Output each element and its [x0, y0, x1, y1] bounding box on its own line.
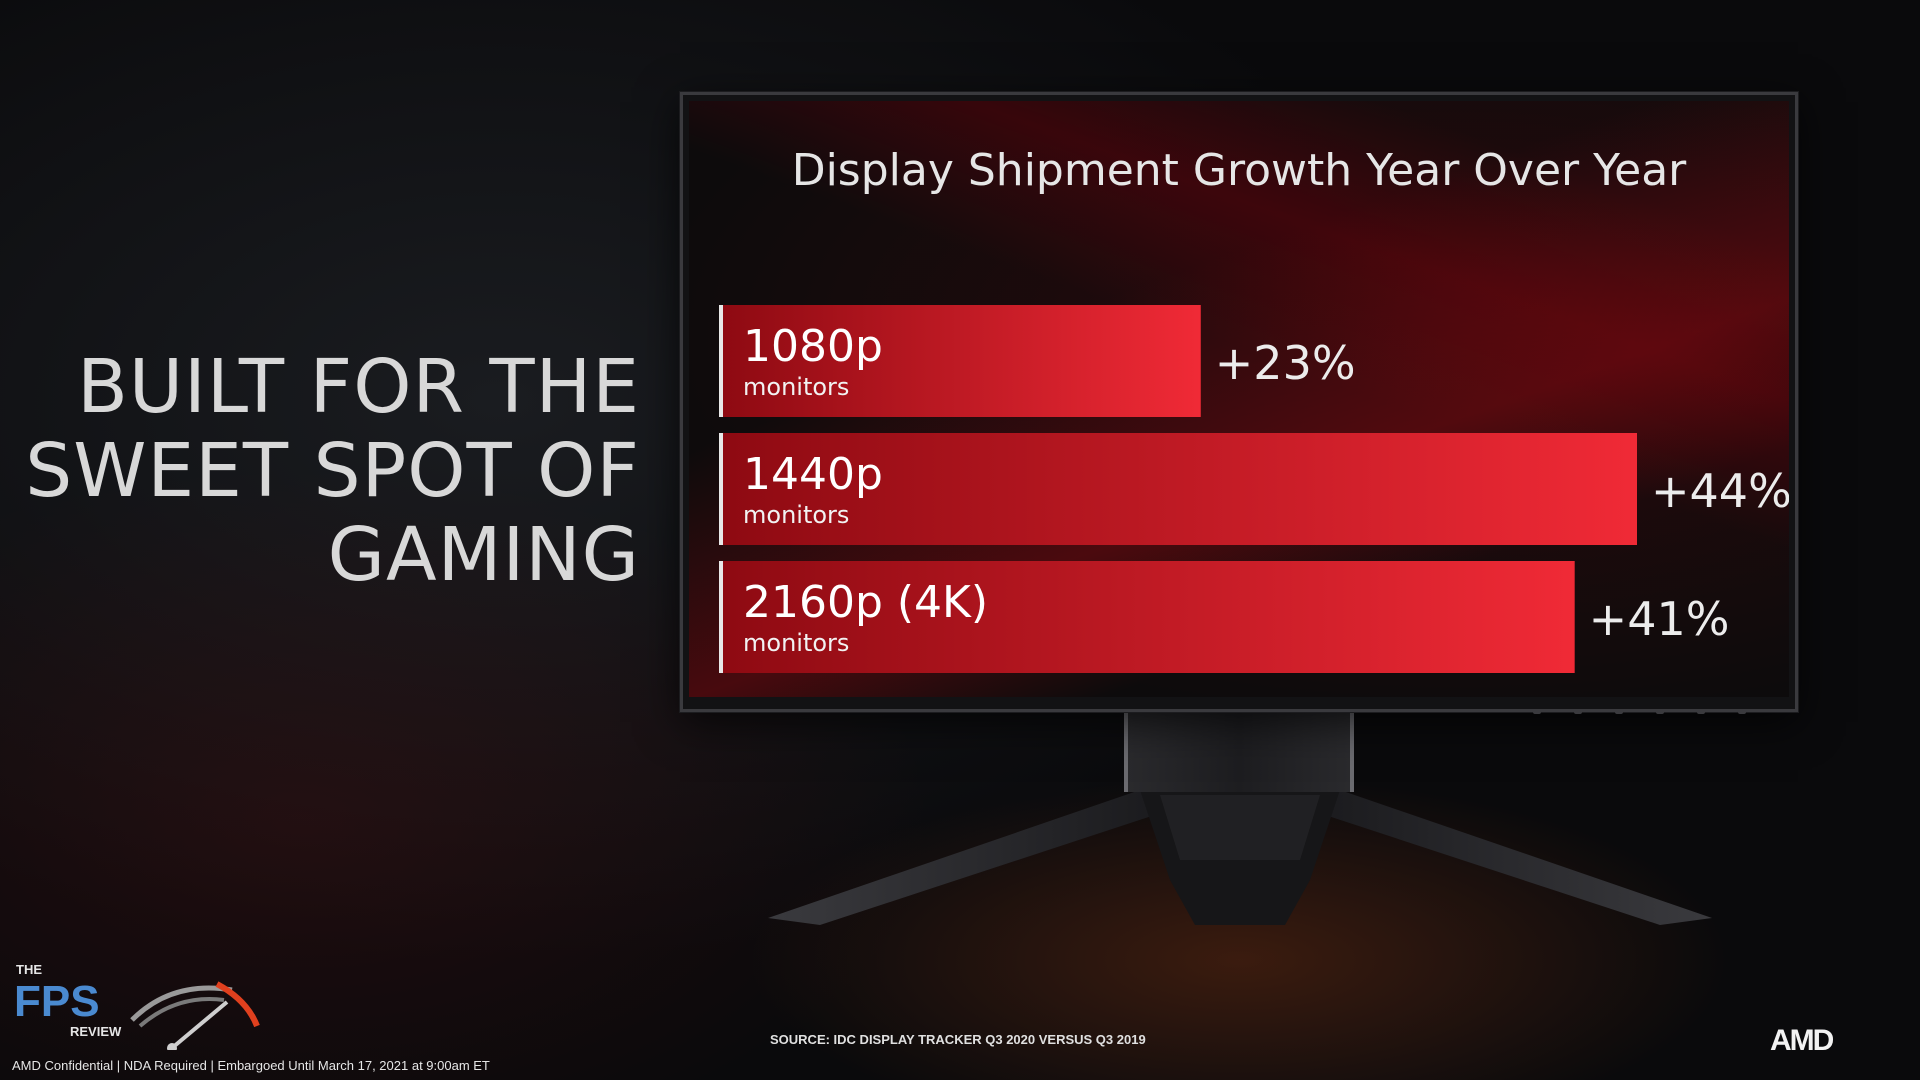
- bar-axis-marker: [719, 305, 723, 417]
- bar-axis-marker: [719, 561, 723, 673]
- speedometer-icon: [130, 981, 260, 1050]
- bar-axis-marker: [719, 433, 723, 545]
- bar-value-label: +23%: [1215, 336, 1356, 390]
- chart-title: Display Shipment Growth Year Over Year: [791, 145, 1687, 196]
- monitor-button: [1533, 710, 1541, 714]
- headline-line-1: BUILT FOR THE: [77, 344, 640, 430]
- headline-line-3: GAMING: [327, 512, 640, 598]
- bar: [723, 561, 1575, 673]
- logo-fps-text: FPS: [14, 977, 100, 1026]
- logo-the-text: THE: [16, 962, 42, 977]
- footer-disclaimer: AMD Confidential | NDA Required | Embarg…: [12, 1058, 490, 1073]
- monitor-button: [1738, 710, 1747, 714]
- monitor-button: [1615, 710, 1624, 714]
- monitor-buttons: [1505, 699, 1765, 714]
- bar-category-sublabel: monitors: [743, 501, 849, 529]
- bar-value-label: +44%: [1651, 464, 1789, 518]
- logo-review-text: REVIEW: [70, 1024, 122, 1039]
- bar-value-label: +41%: [1589, 592, 1730, 646]
- monitor-button: [1574, 710, 1583, 714]
- bar-category-label: 1440p: [743, 449, 883, 500]
- headline: BUILT FOR THE SWEET SPOT OF GAMING: [25, 345, 640, 597]
- bar: [723, 305, 1201, 417]
- monitor-stand-neck: [1124, 712, 1354, 792]
- fps-review-logo: THE FPS REVIEW: [14, 962, 260, 1050]
- bar-category-sublabel: monitors: [743, 373, 849, 401]
- amd-logo: AMD: [1770, 1024, 1834, 1057]
- headline-line-2: SWEET SPOT OF: [25, 428, 640, 514]
- monitor-button: [1656, 710, 1665, 714]
- monitor-button: [1697, 710, 1706, 714]
- monitor: Display Shipment Growth Year Over Year 1…: [680, 92, 1798, 714]
- bar-category-label: 2160p (4K): [743, 577, 988, 628]
- bar-category-sublabel: monitors: [743, 629, 849, 657]
- bar-category-label: 1080p: [743, 321, 883, 372]
- bar: [723, 433, 1637, 545]
- source-note: SOURCE: IDC DISPLAY TRACKER Q3 2020 VERS…: [770, 1032, 1146, 1047]
- monitor-screen: Display Shipment Growth Year Over Year 1…: [689, 101, 1789, 697]
